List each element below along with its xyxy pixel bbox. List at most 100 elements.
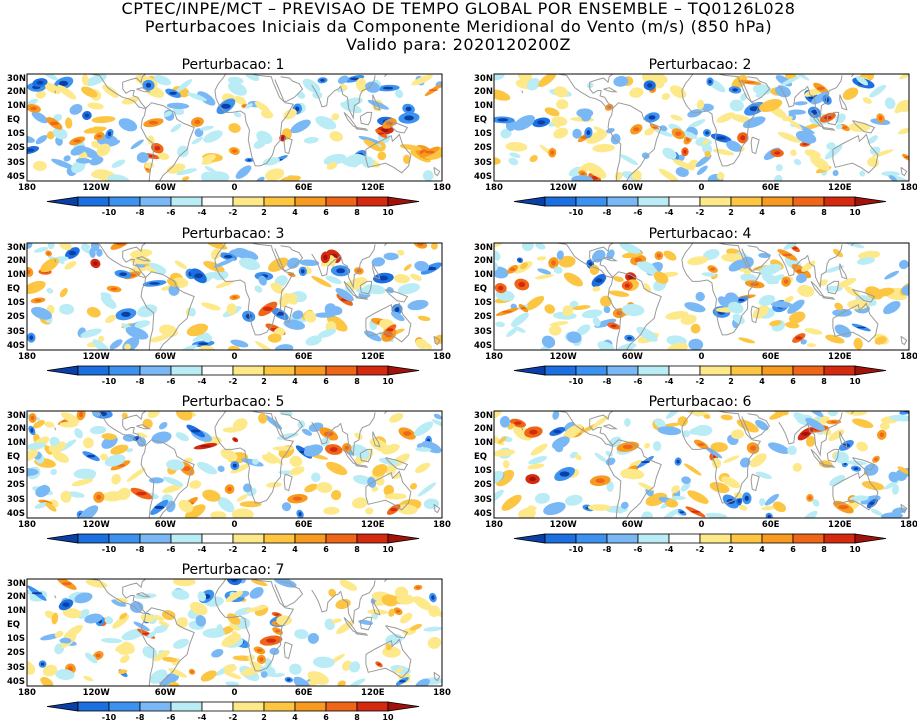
perturbation-blob — [60, 490, 72, 503]
perturbation-blob — [775, 164, 783, 172]
perturbation-field — [27, 74, 442, 181]
perturbation-blob — [395, 89, 404, 99]
perturbation-core — [31, 592, 43, 595]
perturbation-blob — [364, 330, 382, 342]
perturbation-core — [838, 505, 849, 510]
coastline — [603, 424, 619, 430]
perturbation-blob — [325, 461, 348, 476]
perturbation-field — [494, 243, 909, 350]
perturbation-blob — [320, 257, 337, 267]
perturbation-core — [686, 136, 690, 142]
perturbation-blob — [554, 444, 564, 453]
perturbation-blob — [529, 155, 538, 163]
perturbation-blob — [783, 243, 801, 250]
perturbation-core — [675, 131, 682, 136]
perturbation-blob — [227, 76, 244, 85]
latitude-label: 20S — [7, 647, 25, 658]
coastline — [807, 412, 843, 457]
perturbation-core — [553, 429, 562, 434]
colorbar-segment — [325, 533, 358, 544]
perturbation-blob — [205, 243, 228, 250]
perturbation-blob — [411, 74, 433, 86]
perturbation-blob — [849, 495, 869, 502]
colorbar-segment — [46, 701, 79, 712]
perturbation-blob — [384, 493, 407, 500]
perturbation-blob — [620, 501, 629, 510]
latitude-label: 20S — [7, 142, 25, 153]
longitude-label: 180 — [485, 520, 503, 530]
panel-title: Perturbacao: 6 — [648, 394, 752, 410]
perturbation-blob — [64, 260, 77, 270]
perturbation-core — [633, 127, 640, 132]
perturbation-blob — [202, 154, 216, 163]
perturbation-blob — [663, 250, 677, 261]
perturbation-blob — [311, 275, 332, 288]
perturbation-core — [30, 415, 35, 421]
perturbation-core — [679, 511, 685, 514]
perturbation-blob — [390, 311, 405, 322]
colorbar-segment — [356, 365, 389, 376]
perturbation-blob — [527, 463, 545, 470]
coastline — [274, 245, 304, 271]
wind-perturbation-map — [26, 578, 443, 687]
perturbation-blob — [130, 139, 144, 150]
perturbation-blob — [249, 586, 264, 599]
latitude-label: 10N — [7, 270, 26, 281]
perturbation-blob — [788, 119, 803, 130]
coastline — [54, 595, 57, 599]
perturbation-blob — [643, 283, 652, 293]
coastline — [741, 245, 771, 271]
perturbation-blob — [553, 127, 569, 139]
perturbation-core — [395, 609, 401, 613]
perturbation-core — [878, 115, 883, 121]
perturbation-blob — [670, 114, 683, 121]
perturbation-blob — [264, 414, 283, 430]
perturbation-blob — [197, 91, 216, 106]
perturbation-blob — [104, 454, 126, 467]
longitude-label: 0 — [698, 183, 705, 193]
colorbar-label: -8 — [135, 377, 145, 386]
perturbation-blob — [126, 448, 134, 453]
perturbation-core — [121, 311, 131, 317]
perturbation-blob — [779, 76, 800, 87]
coastline — [274, 581, 304, 607]
latitude-label: EQ — [474, 284, 488, 295]
latitude-label: 10S — [7, 633, 25, 644]
perturbation-blob — [67, 491, 85, 498]
perturbation-blob — [811, 91, 830, 105]
perturbation-core — [29, 335, 34, 340]
perturbation-blob — [230, 463, 250, 474]
wind-perturbation-map — [493, 73, 910, 182]
perturbation-blob — [652, 441, 662, 452]
perturbation-blob — [236, 617, 251, 630]
colorbar — [46, 196, 420, 207]
perturbation-blob — [729, 99, 744, 112]
perturbation-core — [154, 505, 165, 509]
perturbation-blob — [272, 446, 294, 451]
latitude-label: 40S — [7, 508, 25, 519]
perturbation-core — [705, 131, 709, 135]
coastline — [839, 431, 848, 448]
perturbation-blob — [371, 257, 386, 267]
latitude-label: 20S — [7, 311, 25, 322]
perturbation-blob — [80, 246, 92, 254]
perturbation-blob — [217, 465, 225, 472]
colorbar-segment — [170, 365, 203, 376]
perturbation-core — [529, 476, 536, 482]
perturbation-core — [610, 324, 617, 328]
perturbation-blob — [96, 248, 103, 257]
perturbation-blob — [703, 414, 711, 419]
perturbation-blob — [795, 130, 817, 144]
perturbation-blob — [701, 272, 716, 277]
perturbation-blob — [536, 256, 547, 261]
perturbation-core — [520, 307, 526, 310]
perturbation-blob — [351, 497, 368, 509]
colorbar-label: -8 — [135, 713, 145, 722]
perturbation-core — [634, 257, 642, 263]
perturbation-blob — [415, 338, 428, 350]
perturbation-core — [404, 115, 414, 121]
perturbation-blob — [417, 315, 431, 322]
perturbation-blob — [422, 170, 434, 181]
perturbation-blob — [495, 321, 505, 328]
perturbation-core — [115, 243, 126, 246]
